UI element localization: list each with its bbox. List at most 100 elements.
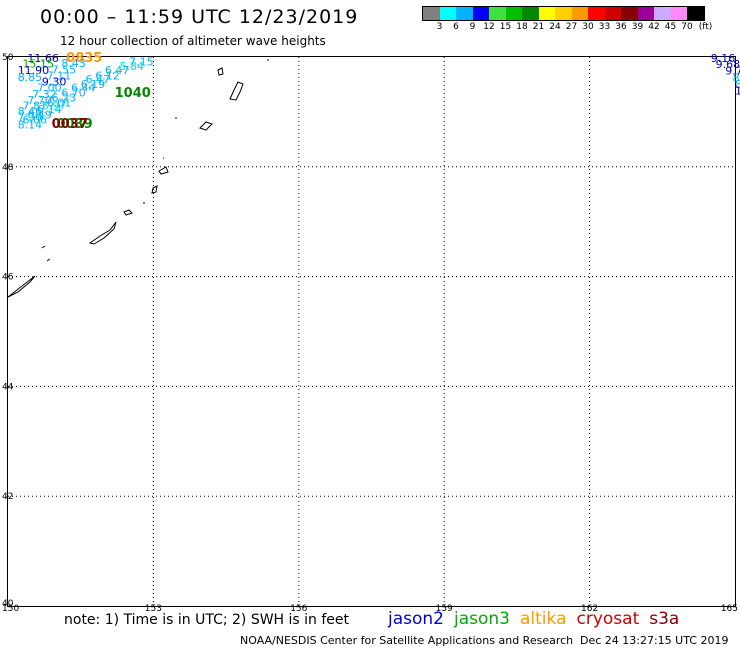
color-swatch xyxy=(423,7,440,20)
wave-height-color-scale xyxy=(422,6,705,21)
wave-height-label: 7.00 xyxy=(37,82,62,95)
color-scale-tick: 70 xyxy=(681,22,693,32)
latitude-label: 48 xyxy=(2,163,14,173)
pass-time-label: 0037 xyxy=(52,117,88,132)
color-scale-tick: 21 xyxy=(532,22,545,32)
color-scale-tick: 36 xyxy=(615,22,627,32)
footer-note: note: 1) Time is in UTC; 2) SWH is in fe… xyxy=(64,612,350,628)
longitude-label: 153 xyxy=(145,604,162,614)
wave-height-label: 6.70 xyxy=(61,87,86,100)
color-scale-tick: 33 xyxy=(598,22,611,32)
wave-height-label: 6.06 xyxy=(23,114,48,127)
color-swatch xyxy=(654,7,671,20)
color-scale-tick: 24 xyxy=(549,22,561,32)
color-scale-tick: 3 xyxy=(436,22,443,32)
satellite-jason3: jason3 xyxy=(454,609,510,629)
color-scale-tick: 27 xyxy=(565,22,578,32)
wave-height-label: 8.6 xyxy=(735,78,740,91)
kuril-island xyxy=(123,209,133,216)
kuril-island xyxy=(217,67,224,76)
longitude-label: 156 xyxy=(290,604,307,614)
wave-height-label: 8.85 xyxy=(18,71,43,84)
wave-height-label: 9.16 xyxy=(711,52,736,65)
kuril-island-iturup xyxy=(229,81,244,101)
color-scale-tick: 39 xyxy=(631,22,644,32)
color-swatch xyxy=(604,7,621,20)
color-scale-tick-labels: 3 6 9 12 15 18 21 24 27 30 33 36 39 42 45 70 (ft) xyxy=(0,22,740,36)
color-swatch xyxy=(439,7,456,20)
wave-height-label: 6.47 xyxy=(86,73,111,86)
wave-height-label: 8.14 xyxy=(18,119,43,132)
color-swatch xyxy=(489,7,506,20)
color-swatch xyxy=(687,7,704,20)
color-swatch xyxy=(621,7,638,20)
latitude-label: 50 xyxy=(2,53,14,63)
latitude-label: 40 xyxy=(2,599,14,609)
wave-height-label: 7.30 xyxy=(18,110,43,123)
wave-height-label: 8.46 xyxy=(18,105,43,118)
color-swatch xyxy=(456,7,473,20)
wave-height-label: 6.01 xyxy=(47,97,71,110)
wave-height-label: 6.23 xyxy=(52,92,76,105)
wave-height-label: 11.90 xyxy=(18,64,50,77)
satellite-jason2: jason2 xyxy=(388,609,444,629)
generated-timestamp: Dec 24 13:27:15 UTC 2019 xyxy=(580,634,729,647)
color-scale-tick: 30 xyxy=(582,22,594,32)
wave-height-label: 7.15 xyxy=(129,55,154,68)
wave-height-label: 11.66 xyxy=(27,52,58,65)
color-scale-tick: 18 xyxy=(516,22,528,32)
kamchatka-coast xyxy=(7,275,36,298)
wave-height-label: 10 xyxy=(735,84,740,97)
longitude-label: 162 xyxy=(581,604,598,614)
wave-height-label: 7.11 xyxy=(47,70,71,83)
longitude-label: 165 xyxy=(721,604,738,614)
color-scale-tick: 42 xyxy=(648,22,660,32)
color-scale-tick: 9 xyxy=(469,22,476,32)
color-scale-unit: (ft) xyxy=(698,22,713,32)
pass-time-label: 1040 xyxy=(115,86,151,101)
wave-height-label: 5.97 xyxy=(42,99,67,112)
graticule xyxy=(8,57,735,606)
satellite-s3a: s3a xyxy=(649,609,680,629)
wave-height-label: 8.43 xyxy=(61,57,86,70)
latitude-label: 46 xyxy=(2,273,14,283)
pass-time-label: 0039 xyxy=(56,117,92,132)
wave-height-label: 9.68 xyxy=(716,58,740,71)
color-swatch xyxy=(588,7,605,20)
wave-height-label: 6.49 xyxy=(27,109,51,122)
kuril-island-urup xyxy=(199,121,213,131)
satellite-altika: altika xyxy=(520,609,567,629)
color-swatch xyxy=(637,7,654,20)
longitude-label: 150 xyxy=(2,604,19,614)
latitude-label: 44 xyxy=(2,382,14,392)
axis-labels: 150 153 156 159 162 165 50 48 46 44 42 40 xyxy=(2,53,738,614)
wave-height-label: 15.15 xyxy=(23,58,55,71)
color-swatch xyxy=(522,7,539,20)
color-swatch xyxy=(555,7,572,20)
color-swatch xyxy=(538,7,555,20)
color-swatch xyxy=(571,7,588,20)
wave-height-label: 7.87 xyxy=(23,99,48,112)
kuril-island-paramushir xyxy=(88,221,117,245)
color-swatch xyxy=(670,7,687,20)
wave-height-label: 9.70 xyxy=(725,65,740,78)
color-scale-tick: 12 xyxy=(483,22,495,32)
island-small xyxy=(41,245,46,249)
wave-height-label: 7.70 xyxy=(27,94,51,107)
pass-time-label: 0835 xyxy=(66,51,102,66)
credit-line: NOAA/NESDIS Center for Satellite Applica… xyxy=(240,634,574,647)
color-scale-tick: 45 xyxy=(664,22,677,32)
color-swatch xyxy=(505,7,522,20)
color-scale-tick: 15 xyxy=(499,22,512,32)
wave-height-label: 8.6 xyxy=(733,71,740,84)
wave-height-label: 6.47 xyxy=(105,64,130,77)
kuril-island xyxy=(151,185,158,194)
coastline xyxy=(7,59,269,298)
wave-height-label: 7.55 xyxy=(52,64,76,77)
map-frame xyxy=(7,56,736,607)
island-small xyxy=(46,258,51,262)
latitude-label: 42 xyxy=(2,492,13,502)
map-title: 00:00 – 11:59 UTC 12/23/2019 xyxy=(40,6,359,28)
